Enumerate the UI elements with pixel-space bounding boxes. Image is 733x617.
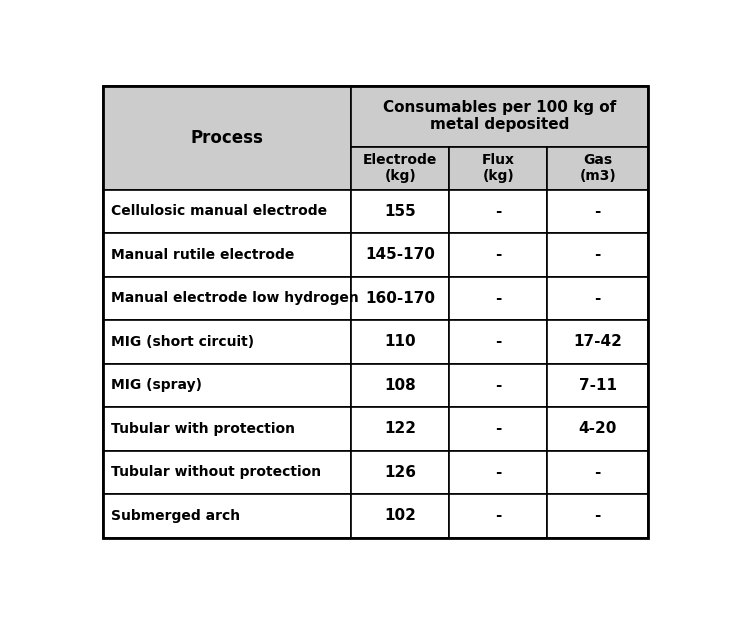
Bar [351,320,449,363]
Text: Gas
(m3): Gas (m3) [579,153,616,183]
Text: -: - [594,465,601,480]
Bar [351,147,449,189]
Text: -: - [495,334,501,349]
Bar [548,450,648,494]
Bar [103,189,351,233]
Text: Tubular without protection: Tubular without protection [111,465,321,479]
Text: -: - [495,508,501,523]
Bar [351,494,449,537]
Bar [103,320,351,363]
Text: -: - [594,204,601,219]
Text: -: - [594,291,601,306]
Text: MIG (spray): MIG (spray) [111,378,202,392]
Bar [449,147,548,189]
Bar [103,233,351,276]
Text: Cellulosic manual electrode: Cellulosic manual electrode [111,204,327,218]
Text: Submerged arch: Submerged arch [111,509,240,523]
Text: Consumables per 100 kg of
metal deposited: Consumables per 100 kg of metal deposite… [383,100,616,132]
Text: -: - [495,247,501,262]
Bar [548,320,648,363]
Text: 160-170: 160-170 [365,291,435,306]
Bar [548,233,648,276]
Text: 4-20: 4-20 [578,421,617,436]
Text: 155: 155 [384,204,416,219]
Text: Manual electrode low hydrogen: Manual electrode low hydrogen [111,291,358,305]
Bar [103,450,351,494]
Text: Electrode
(kg): Electrode (kg) [363,153,438,183]
Text: 17-42: 17-42 [573,334,622,349]
Bar [449,363,548,407]
Bar [449,407,548,450]
Bar [351,363,449,407]
Bar [103,86,351,189]
Bar [449,276,548,320]
Text: -: - [495,204,501,219]
Text: -: - [594,247,601,262]
Bar [548,276,648,320]
Text: 7-11: 7-11 [578,378,616,393]
Text: 122: 122 [384,421,416,436]
Text: 102: 102 [384,508,416,523]
Bar [351,407,449,450]
Bar [351,450,449,494]
Text: Manual rutile electrode: Manual rutile electrode [111,248,295,262]
Bar [449,233,548,276]
Bar [449,494,548,537]
Bar [548,189,648,233]
Bar [103,363,351,407]
Text: Flux
(kg): Flux (kg) [482,153,515,183]
Text: Tubular with protection: Tubular with protection [111,422,295,436]
Bar [548,407,648,450]
Bar [548,363,648,407]
Bar [449,450,548,494]
Text: 126: 126 [384,465,416,480]
Text: -: - [594,508,601,523]
Bar [103,276,351,320]
Bar [103,494,351,537]
Bar [103,407,351,450]
Text: -: - [495,291,501,306]
Text: Process: Process [191,128,264,147]
Text: -: - [495,378,501,393]
Text: -: - [495,421,501,436]
Text: 108: 108 [384,378,416,393]
Text: MIG (short circuit): MIG (short circuit) [111,335,254,349]
Bar [548,147,648,189]
Text: 110: 110 [384,334,416,349]
Bar [351,189,449,233]
Bar [351,233,449,276]
Text: 145-170: 145-170 [365,247,435,262]
Text: -: - [495,465,501,480]
Bar [548,494,648,537]
Bar [449,189,548,233]
Bar [449,320,548,363]
Bar [351,276,449,320]
Bar [351,86,648,147]
